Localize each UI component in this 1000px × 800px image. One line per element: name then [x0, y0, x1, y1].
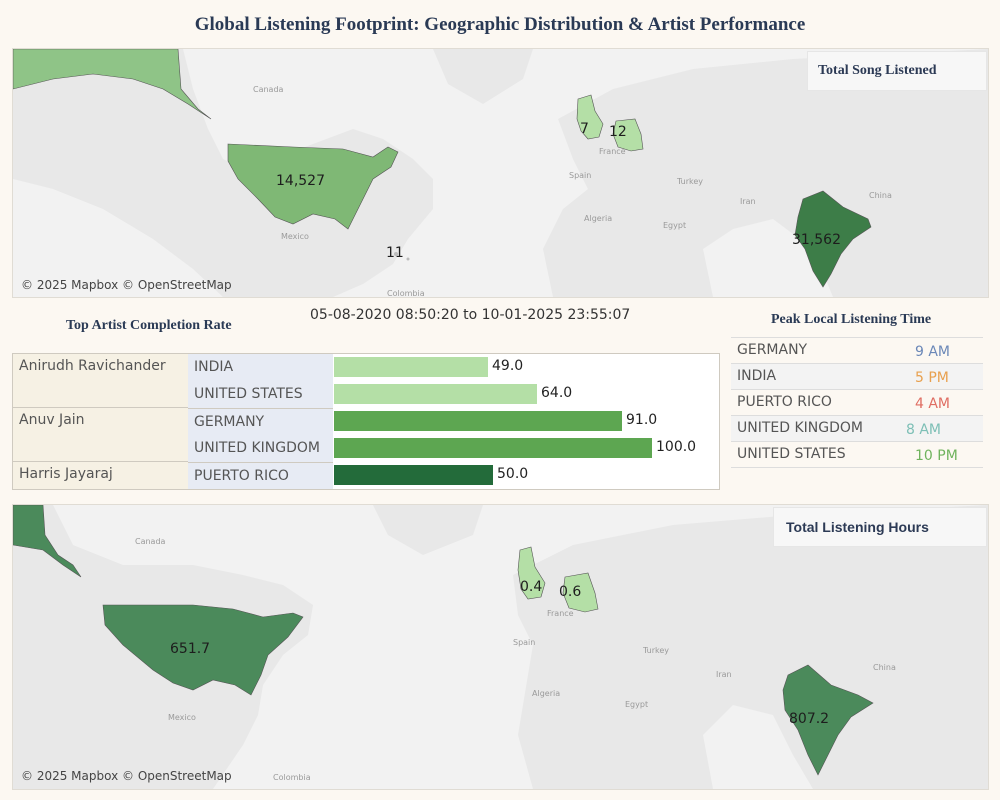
- label-germany-hours: 0.6: [559, 584, 582, 600]
- peak-row: PUERTO RICO 4 AM: [731, 390, 983, 416]
- place-algeria: Algeria: [532, 689, 561, 698]
- bar-anuv-uk[interactable]: [334, 438, 652, 458]
- place-turkey: Turkey: [677, 177, 704, 186]
- map-background: [13, 505, 988, 789]
- artist-name: Anirudh Ravichander: [13, 354, 188, 408]
- country-label: INDIA: [188, 354, 333, 381]
- peak-country: GERMANY: [737, 342, 808, 358]
- place-china: China: [873, 663, 896, 672]
- place-iran: Iran: [716, 670, 732, 679]
- place-france: France: [599, 147, 626, 156]
- country-label: UNITED STATES: [188, 381, 333, 408]
- bar-value: 49.0: [492, 358, 524, 374]
- peak-country: INDIA: [737, 368, 777, 384]
- label-us-songs: 14,527: [276, 173, 325, 189]
- place-iran: Iran: [740, 197, 756, 206]
- total-hours-box: Total Listening Hours: [773, 507, 987, 547]
- peak-row: UNITED STATES 10 PM: [731, 442, 983, 468]
- place-canada: Canada: [253, 85, 284, 94]
- place-turkey: Turkey: [643, 646, 670, 655]
- artist-name: Anuv Jain: [13, 408, 188, 462]
- peak-time: 4 AM: [915, 396, 951, 412]
- place-colombia: Colombia: [273, 773, 311, 782]
- peak-time-table: GERMANY 9 AM INDIA 5 PM PUERTO RICO 4 AM…: [731, 337, 983, 468]
- label-uk-songs: 7: [580, 121, 589, 137]
- peak-row: INDIA 5 PM: [731, 364, 983, 390]
- label-uk-hours: 0.4: [520, 579, 543, 595]
- place-mexico: Mexico: [281, 232, 309, 241]
- country-label: GERMANY: [188, 408, 333, 435]
- label-pr-songs: 11: [386, 245, 404, 261]
- label-germany-songs: 12: [609, 124, 627, 140]
- peak-time: 8 AM: [906, 422, 942, 438]
- map-total-songs[interactable]: Canada Mexico Colombia France Spain Alge…: [12, 48, 989, 298]
- place-mexico: Mexico: [168, 713, 196, 722]
- map-attribution[interactable]: © 2025 Mapbox © OpenStreetMap: [21, 769, 232, 783]
- label-india-hours: 807.2: [789, 711, 830, 727]
- place-algeria: Algeria: [584, 214, 613, 223]
- bar-value: 91.0: [626, 412, 658, 428]
- peak-time: 9 AM: [915, 344, 951, 360]
- place-spain: Spain: [513, 638, 536, 647]
- peak-time: 10 PM: [915, 448, 958, 464]
- peak-country: UNITED KINGDOM: [737, 420, 863, 436]
- map-listening-hours[interactable]: Canada Mexico Colombia France Spain Alge…: [12, 504, 989, 790]
- place-canada: Canada: [135, 537, 166, 546]
- peak-row: GERMANY 9 AM: [731, 338, 983, 364]
- bar-anirudh-us[interactable]: [334, 384, 537, 404]
- place-france: France: [547, 609, 574, 618]
- label-india-songs: 31,562: [792, 232, 841, 248]
- bar-value: 64.0: [541, 385, 573, 401]
- date-range: 05-08-2020 08:50:20 to 10-01-2025 23:55:…: [310, 307, 631, 323]
- bar-anuv-germany[interactable]: [334, 411, 622, 431]
- map-background: [13, 49, 988, 297]
- completion-title: Top Artist Completion Rate: [66, 318, 232, 333]
- peak-time: 5 PM: [915, 370, 949, 386]
- dashboard-title: Global Listening Footprint: Geographic D…: [194, 14, 806, 35]
- peak-country: PUERTO RICO: [737, 394, 832, 410]
- peak-row: UNITED KINGDOM 8 AM: [731, 416, 983, 442]
- country-label: UNITED KINGDOM: [188, 435, 333, 462]
- peak-country: UNITED STATES: [737, 446, 846, 462]
- completion-bar-chart: Anirudh Ravichander Anuv Jain Harris Jay…: [12, 353, 720, 490]
- place-colombia: Colombia: [387, 289, 425, 298]
- bar-anirudh-india[interactable]: [334, 357, 488, 377]
- peak-title: Peak Local Listening Time: [771, 312, 932, 327]
- map-attribution[interactable]: © 2025 Mapbox © OpenStreetMap: [21, 278, 232, 292]
- place-china: China: [869, 191, 892, 200]
- place-egypt: Egypt: [663, 221, 687, 230]
- country-label: PUERTO RICO: [188, 462, 333, 489]
- place-spain: Spain: [569, 171, 592, 180]
- bar-value: 50.0: [497, 466, 529, 482]
- bar-harris-pr[interactable]: [334, 465, 493, 485]
- bar-value: 100.0: [656, 439, 697, 455]
- artist-name: Harris Jayaraj: [13, 462, 188, 489]
- place-egypt: Egypt: [625, 700, 649, 709]
- label-us-hours: 651.7: [170, 641, 211, 657]
- total-songs-box: Total Song Listened: [807, 51, 987, 91]
